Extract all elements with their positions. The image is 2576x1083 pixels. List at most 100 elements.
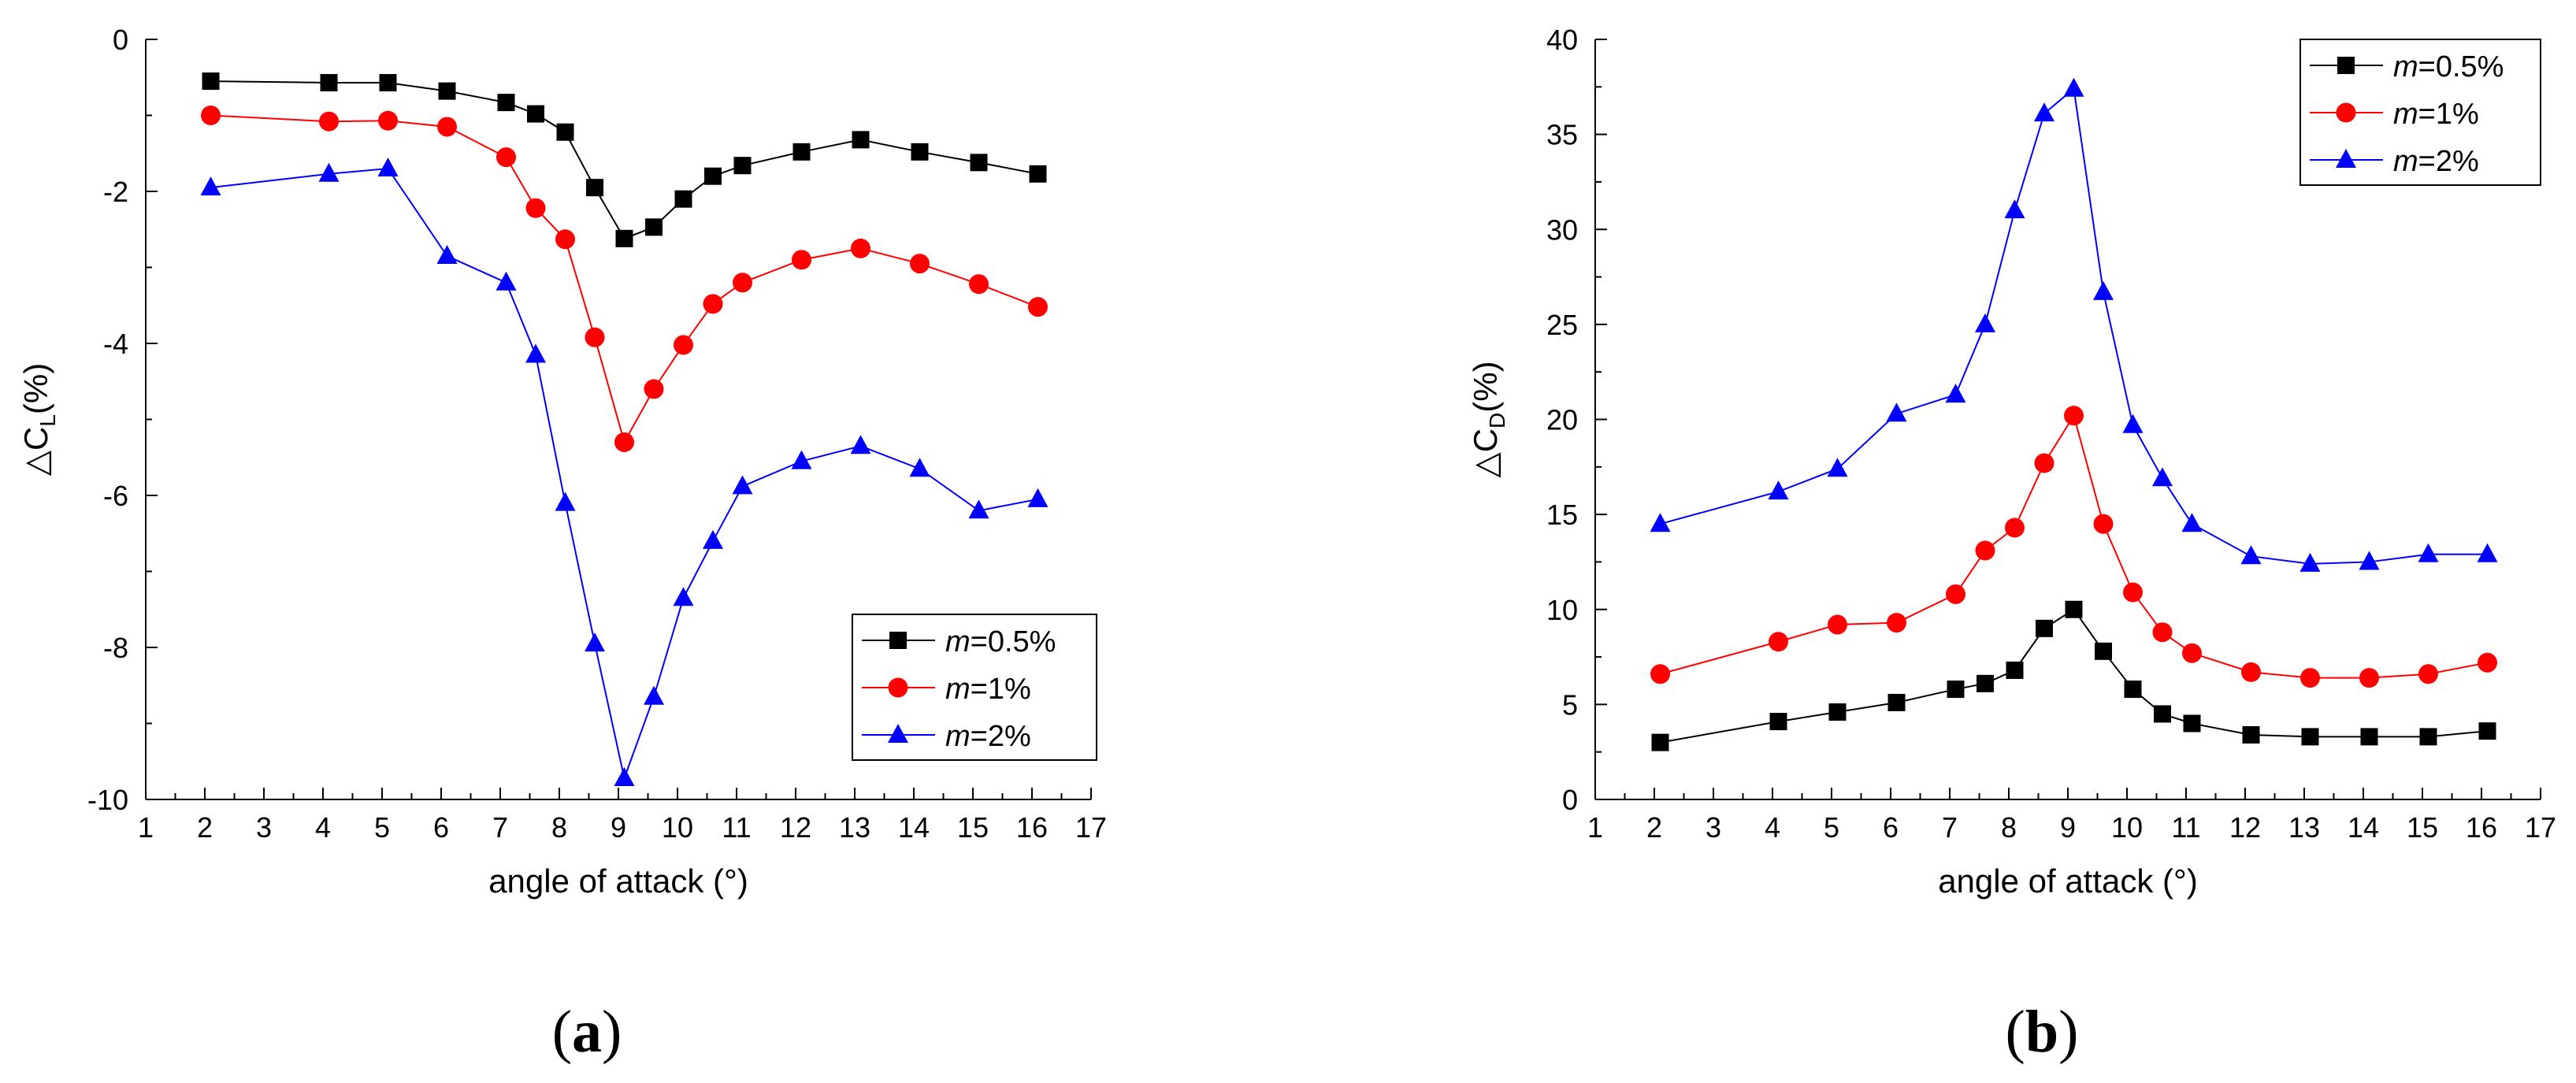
legend-label: m=0.5% <box>2393 50 2504 83</box>
data-point <box>2181 513 2203 532</box>
data-point <box>733 157 752 175</box>
legend-label: m=1% <box>945 673 1031 706</box>
y-tick-label: -6 <box>103 480 128 512</box>
x-tick-label: 10 <box>2111 811 2143 844</box>
data-point <box>2122 414 2144 433</box>
data-point <box>644 379 664 399</box>
data-point <box>2301 728 2319 746</box>
legend: m=0.5%m=1%m=2% <box>2299 39 2541 186</box>
legend-marker <box>889 632 907 649</box>
data-point <box>2063 77 2084 97</box>
data-point <box>378 110 398 131</box>
panel-label: (a) <box>552 999 622 1065</box>
data-point <box>2124 681 2142 699</box>
data-point <box>1769 632 1788 652</box>
data-point <box>674 190 692 208</box>
x-tick-label: 17 <box>2525 811 2556 844</box>
data-point <box>1028 297 1048 317</box>
data-point <box>2065 600 2083 618</box>
y-axis-title-subscript: L <box>35 414 60 427</box>
y-tick-label: 15 <box>1546 499 1578 531</box>
data-point <box>1975 313 1995 332</box>
x-tick-label: 6 <box>1883 811 1899 844</box>
data-point <box>792 143 811 161</box>
data-point <box>1975 540 1995 561</box>
data-point <box>1027 488 1049 507</box>
x-tick-label: 17 <box>1075 811 1107 844</box>
legend-label-rest: =1% <box>971 673 1031 706</box>
series-line <box>210 80 1038 240</box>
data-point <box>201 106 221 125</box>
legend-label-italic: m <box>2393 98 2418 131</box>
data-point <box>2240 545 2262 565</box>
data-point <box>1651 733 1669 751</box>
x-tick-label: 1 <box>1587 811 1603 844</box>
data-point <box>377 158 399 177</box>
x-tick-label: 11 <box>722 811 751 844</box>
data-point <box>703 529 723 549</box>
x-tick-label: 15 <box>957 811 989 844</box>
data-point <box>2359 668 2379 688</box>
x-tick-label: 10 <box>662 811 693 844</box>
x-tick-label: 3 <box>1706 811 1721 844</box>
data-point <box>319 111 339 132</box>
legend-label-rest: =1% <box>2418 98 2479 131</box>
series-0 <box>202 72 1047 247</box>
data-point <box>2477 543 2498 562</box>
data-point <box>1945 384 1966 403</box>
y-tick-label: 35 <box>1546 119 1578 151</box>
x-tick-label: 13 <box>839 811 870 844</box>
data-point <box>200 176 221 196</box>
data-point <box>586 179 603 197</box>
data-point <box>2299 552 2321 572</box>
data-point <box>2242 725 2260 744</box>
data-point <box>2005 517 2025 538</box>
data-point <box>1977 674 1994 692</box>
x-tick-label: 12 <box>2229 811 2261 844</box>
data-point <box>673 587 694 606</box>
y-tick-label: 25 <box>1546 309 1578 341</box>
y-axis-title-main: △C <box>17 427 54 477</box>
data-point <box>910 254 930 274</box>
data-point <box>614 432 634 452</box>
data-point <box>615 229 633 247</box>
panel-label-open: ( <box>2006 999 2025 1065</box>
data-point <box>2154 705 2171 723</box>
legend-label-italic: m <box>945 720 971 753</box>
panel-label-close: ) <box>602 999 622 1065</box>
x-tick-label: 6 <box>433 811 449 844</box>
x-axis-title: angle of attack (°) <box>1938 862 2198 899</box>
data-point <box>497 94 515 112</box>
panel-a: 1 2 3 4 5 6 7 8 9 10 11 12 13 14 15 16 17-10-8-6-4-20ang… <box>17 24 1107 1065</box>
data-point <box>320 74 338 92</box>
data-point <box>674 335 693 355</box>
data-point <box>1886 402 1907 422</box>
x-tick-label: 13 <box>2288 811 2320 844</box>
y-tick-label: 0 <box>1562 784 1578 816</box>
data-point <box>2093 514 2114 534</box>
panel-label-letter: b <box>2025 999 2058 1065</box>
data-point <box>969 274 989 295</box>
data-point <box>1768 480 1789 500</box>
x-tick-label: 12 <box>780 811 811 844</box>
data-point <box>850 435 871 454</box>
y-axis-title-main: △C <box>1467 428 1504 478</box>
legend-marker <box>888 677 908 698</box>
data-point <box>555 229 575 250</box>
y-axis-title-subscript: D <box>1485 413 1509 428</box>
legend-marker <box>2337 57 2355 74</box>
data-point <box>791 450 812 469</box>
series-line <box>1660 87 2488 565</box>
series-line <box>1660 608 2488 744</box>
legend-marker <box>2336 149 2356 168</box>
data-point <box>202 72 220 91</box>
legend-label: m=0.5% <box>945 625 1056 658</box>
data-point <box>525 198 546 218</box>
data-point <box>437 117 457 137</box>
data-point <box>318 162 340 182</box>
data-point <box>644 685 664 705</box>
data-point <box>2006 661 2024 679</box>
data-point <box>851 238 870 258</box>
x-tick-label: 7 <box>492 811 508 844</box>
